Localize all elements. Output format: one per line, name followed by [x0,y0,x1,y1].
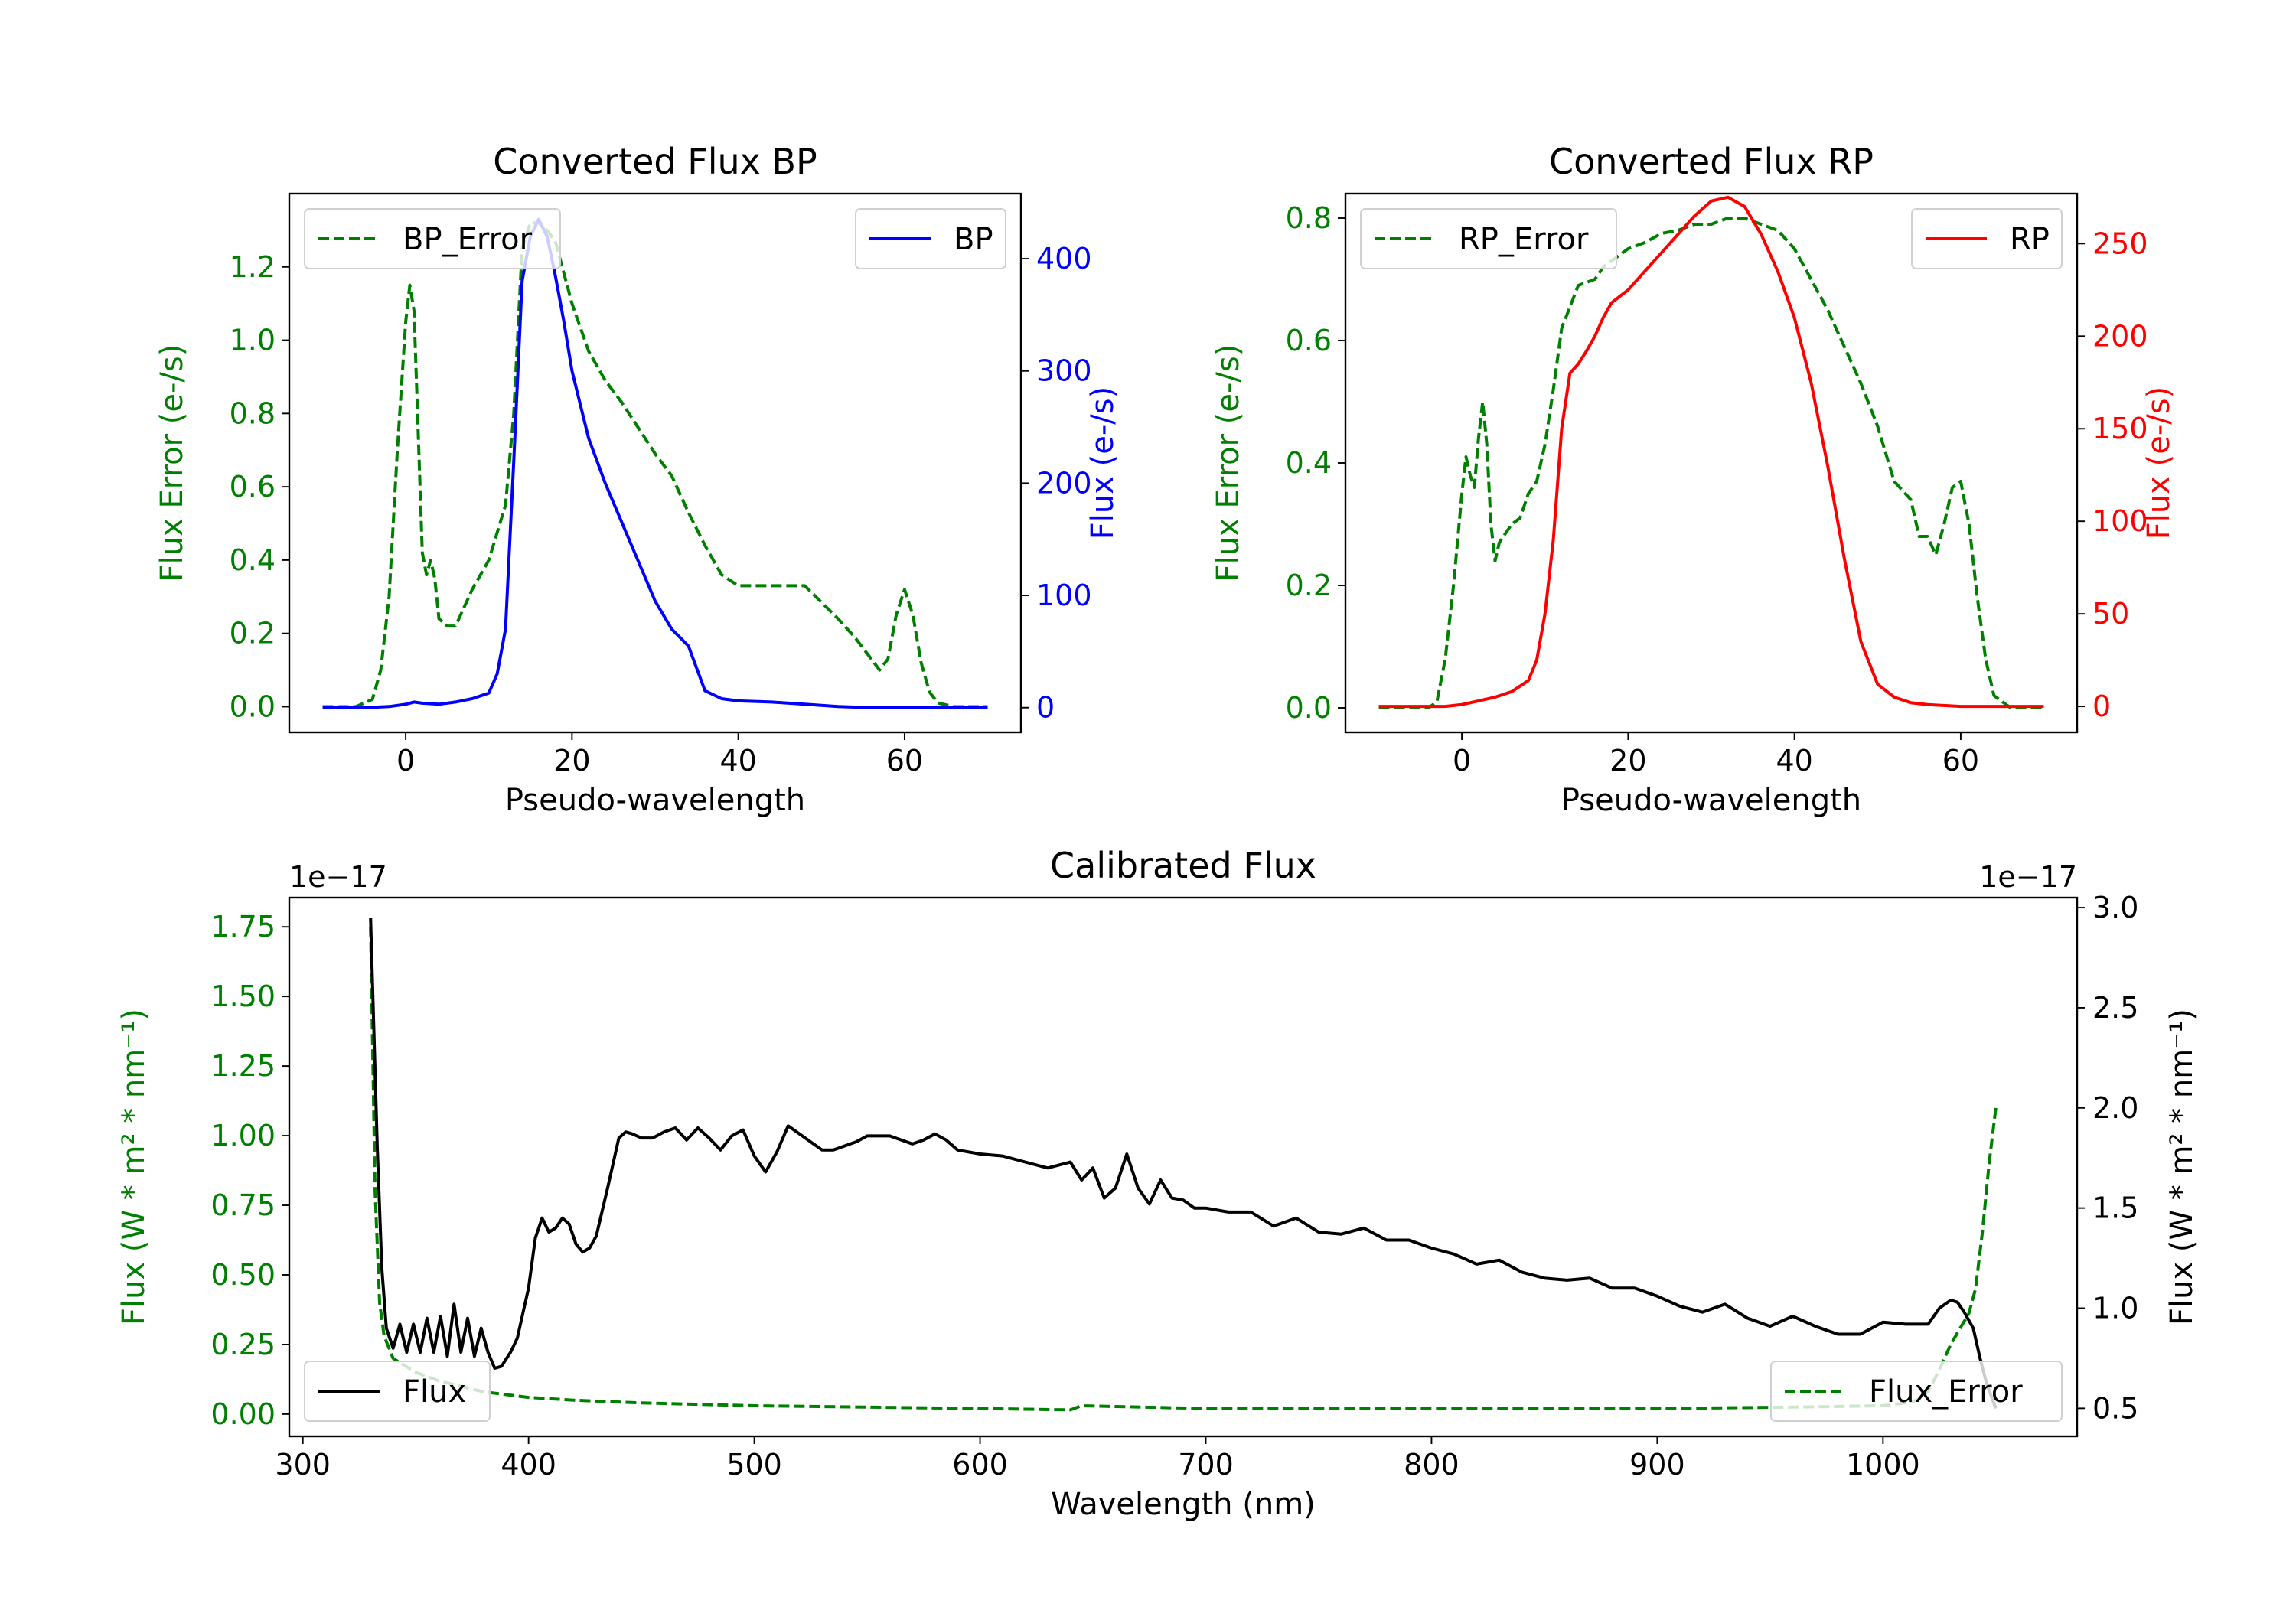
y-left-tick-label: 0.00 [210,1397,276,1431]
x-tick-label: 800 [1404,1448,1459,1482]
x-tick-label: 300 [275,1448,331,1482]
chart-rp: 0 20 40 60 0.0 0.2 0.4 0.6 0.8 0 50 100 150 200 250 Con… [1211,141,2177,818]
chart-bp: 0 20 40 60 0.0 0.2 0.4 0.6 0.8 1.0 1.2 0 100 200 300 40… [155,141,1120,818]
x-tick-label: 60 [1942,744,1979,777]
plot-frame [288,896,2079,1438]
y-left-tick-label: 0.4 [1286,446,1332,480]
y-left-tick-label: 0.6 [230,470,276,504]
x-tick-label: 600 [952,1448,1008,1482]
y-right-axis-label: Flux (e-/s) [2141,386,2177,539]
y-right-tick-label: 200 [2092,319,2148,353]
y-right-tick-label: 150 [2092,412,2148,445]
legend-label: RP_Error [1459,222,1589,257]
x-tick-label: 900 [1629,1448,1685,1482]
y-left-offset-label: 1e−17 [289,860,387,894]
y-right-tick-label: 100 [1036,579,1092,612]
y-right-tick-label: 100 [2092,504,2148,538]
series-line-flux [369,918,1998,1410]
y-left-tick-label: 0.8 [1286,201,1332,235]
y-left-tick-label: 1.75 [210,910,276,944]
legend-box [1360,208,1617,269]
chart-title: Converted Flux RP [1549,141,1874,182]
y-right-tick-label: 2.5 [2092,991,2138,1025]
y-right-tick-label: 0 [1036,691,1055,725]
legend-label: RP [2010,222,2050,257]
y-left-tick-label: 1.2 [230,250,276,284]
y-right-tick-label: 300 [1036,354,1092,388]
y-left-tick-label: 0.2 [1286,569,1332,602]
y-left-tick-label: 0.6 [1286,324,1332,357]
y-left-tick-label: 0.4 [230,543,276,577]
y-left-axis-label: Flux Error (e-/s) [1211,344,1246,582]
x-tick-label: 0 [1453,744,1471,777]
x-tick-label: 700 [1178,1448,1234,1482]
legend-label: Flux_Error [1869,1374,2023,1410]
y-right-tick-label: 1.0 [2092,1292,2138,1325]
y-left-tick-label: 0.2 [230,617,276,650]
y-left-tick-label: 0.50 [210,1258,276,1292]
y-left-tick-label: 1.25 [210,1049,276,1083]
legend-label: BP [954,222,993,257]
legend-label: BP_Error [403,222,533,257]
y-right-tick-label: 0 [2092,689,2111,723]
plot-frame [288,192,1022,734]
y-right-tick-label: 1.5 [2092,1191,2138,1225]
y-left-tick-label: 0.0 [1286,691,1332,725]
y-right-tick-label: 250 [2092,227,2148,260]
y-right-tick-label: 3.0 [2092,891,2138,924]
legend-bp: BP [855,208,1006,269]
legend-box [304,1361,491,1422]
y-left-axis-label: Flux Error (e-/s) [155,344,190,582]
legend-rp-error: RP_Error [1360,208,1617,269]
y-right-tick-label: 2.0 [2092,1091,2138,1125]
y-right-tick-label: 50 [2092,597,2129,631]
series-line-rp [1378,195,2044,709]
series-line-flux-error [369,927,1998,1412]
x-axis-label: Pseudo-wavelength [1561,783,1861,818]
x-axis-label: Pseudo-wavelength [505,783,805,818]
y-right-offset-label: 1e−17 [1979,860,2077,894]
x-tick-label: 20 [553,744,590,777]
y-left-tick-label: 0.8 [230,396,276,430]
x-tick-label: 40 [719,744,756,777]
x-tick-label: 40 [1776,744,1812,777]
plot-frame [1344,192,2079,734]
legend-box [304,208,561,269]
y-right-tick-label: 400 [1036,242,1092,275]
x-tick-label: 60 [886,744,923,777]
y-left-tick-label: 0.0 [230,689,276,723]
legend-flux-error: Flux_Error [1770,1361,2063,1422]
x-tick-label: 0 [396,744,415,777]
chart-title: Converted Flux BP [493,141,817,182]
x-tick-label: 1000 [1846,1448,1920,1482]
series-line-rp-error [1378,217,2044,709]
series-line-bp-error [322,221,988,709]
x-tick-label: 20 [1609,744,1646,777]
chart-title: Calibrated Flux [1050,845,1316,886]
y-left-tick-label: 1.00 [210,1119,276,1152]
y-right-axis-label: Flux (W * m² * nm⁻¹) [2164,1009,2200,1325]
legend-flux: Flux [304,1361,491,1422]
y-left-axis-label: Flux (W * m² * nm⁻¹) [116,1009,152,1325]
x-axis-label: Wavelength (nm) [1051,1487,1316,1522]
series-line-bp [322,217,988,709]
x-tick-label: 400 [501,1448,556,1482]
y-left-tick-label: 0.25 [210,1328,276,1361]
y-right-axis-label: Flux (e-/s) [1085,386,1120,539]
x-tick-label: 500 [726,1448,782,1482]
y-left-tick-label: 0.75 [210,1188,276,1222]
legend-rp: RP [1911,208,2063,269]
y-right-tick-label: 200 [1036,466,1092,500]
y-left-tick-label: 1.50 [210,980,276,1013]
y-right-tick-label: 0.5 [2092,1391,2138,1425]
y-left-tick-label: 1.0 [230,324,276,357]
legend-bp-error: BP_Error [304,208,561,269]
chart-calibrated: 300 400 500 600 700 800 900 1000 0.00 0.25 0.50 0.7… [116,845,2200,1522]
legend-box [1770,1361,2063,1422]
legend-label: Flux [403,1374,466,1410]
